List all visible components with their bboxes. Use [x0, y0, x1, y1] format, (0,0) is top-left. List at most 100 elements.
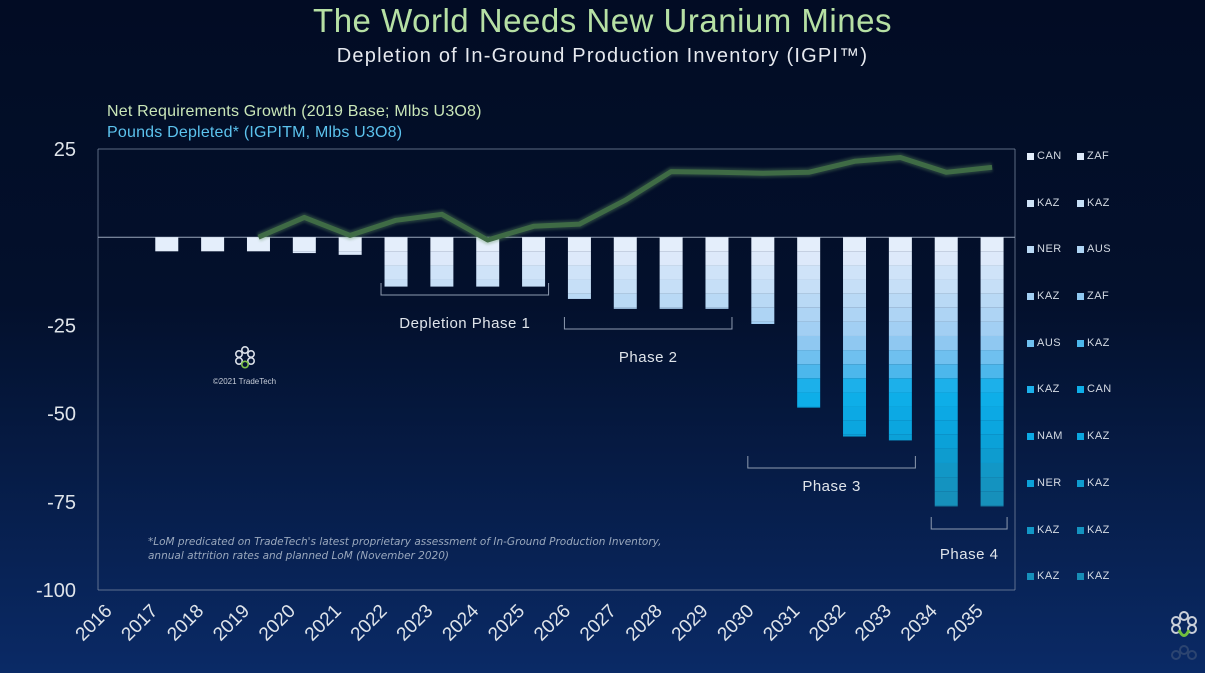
bar-2033: [888, 237, 912, 441]
legend-label: ZAF: [1087, 290, 1110, 303]
bar-segment: [797, 307, 821, 322]
legend-line-series: Net Requirements Growth (2019 Base; Mlbs…: [107, 103, 482, 120]
bar-2035: [980, 237, 1004, 507]
bar-segment: [797, 321, 821, 336]
x-tick-label: 2022: [347, 601, 392, 646]
bar-segment: [797, 293, 821, 308]
bar-segment: [613, 293, 637, 308]
phase-bracket: [747, 456, 916, 469]
tradetech-corner-logo-icon: [1171, 611, 1197, 660]
bar-segment: [659, 237, 683, 252]
y-tick-label: -100: [36, 580, 76, 602]
y-tick-label: 25: [54, 139, 76, 161]
legend-label: NAM: [1037, 430, 1063, 443]
bar-segment: [934, 307, 958, 322]
legend-label: AUS: [1087, 243, 1112, 256]
x-tick-label: 2029: [668, 601, 713, 646]
legend-label: KAZ: [1087, 523, 1110, 536]
legend-label: NER: [1037, 476, 1062, 489]
bar-segment: [888, 251, 912, 266]
legend-item: NER: [1027, 243, 1077, 290]
legend-label: KAZ: [1037, 196, 1060, 209]
bar-segment: [751, 321, 775, 324]
x-tick-label: 2018: [163, 601, 208, 646]
bar-segment: [201, 237, 225, 252]
legend-row: NAM KAZ: [1027, 430, 1167, 477]
bar-segment: [705, 307, 729, 309]
legend-swatch: [1027, 573, 1034, 581]
legend-swatch: [1027, 199, 1034, 207]
net-requirements-line: [257, 155, 993, 243]
bar-segment: [430, 251, 454, 266]
phase-bracket: [563, 317, 733, 330]
bar-2027: [613, 237, 637, 309]
bar-segment: [934, 321, 958, 336]
bar-segment: [934, 251, 958, 266]
bar-segment: [888, 265, 912, 280]
bar-segment: [980, 307, 1004, 322]
x-tick-label: 2030: [714, 601, 759, 646]
bar-segment: [888, 307, 912, 322]
legend-label: KAZ: [1087, 430, 1110, 443]
legend-label: KAZ: [1087, 336, 1110, 349]
bar-segment: [430, 279, 454, 287]
legend-item: KAZ: [1027, 290, 1077, 337]
bar-segment: [934, 448, 958, 463]
bar-segment: [246, 237, 270, 252]
bar-segment: [888, 378, 912, 393]
bar-segment: [751, 293, 775, 308]
bar-segment: [934, 335, 958, 351]
legend-label: KAZ: [1037, 523, 1060, 536]
bar-segment: [934, 477, 958, 492]
bar-segment: [430, 265, 454, 280]
legend-item: NAM: [1027, 430, 1077, 477]
bar-segment: [705, 279, 729, 294]
legend-swatch: [1077, 199, 1084, 207]
bar-segment: [888, 237, 912, 252]
bar-segment: [751, 251, 775, 266]
bar-segment: [613, 237, 637, 252]
bar-segment: [751, 265, 775, 280]
bar-segment: [613, 307, 637, 309]
legend-item: CAN: [1077, 383, 1127, 430]
legend-item: KAZ: [1027, 570, 1077, 617]
phase-label: Depletion Phase 1: [399, 315, 530, 332]
bar-segment: [934, 378, 958, 393]
bar-segment: [980, 279, 1004, 294]
bar-segment: [338, 237, 362, 252]
legend-label: KAZ: [1037, 383, 1060, 396]
bar-segment: [476, 265, 500, 280]
bar-segment: [934, 392, 958, 407]
bar-segment: [797, 364, 821, 379]
legend-label: KAZ: [1087, 196, 1110, 209]
chart-title: The World Needs New Uranium Mines: [313, 2, 892, 39]
bar-segment: [292, 237, 316, 252]
x-tick-label: 2020: [255, 601, 300, 646]
x-tick-label: 2032: [805, 601, 850, 646]
bar-2032: [843, 237, 867, 437]
x-tick-label: 2035: [943, 601, 988, 646]
bar-2020: [292, 237, 316, 254]
y-tick-label: -25: [47, 315, 76, 337]
legend-swatch: [1027, 246, 1034, 254]
bar-segment: [843, 321, 867, 336]
bar-segment: [934, 491, 958, 506]
bar-segment: [843, 335, 867, 351]
legend-bar-series: Pounds Depleted* (IGPITM, Mlbs U3O8): [107, 124, 403, 141]
bar-segment: [613, 265, 637, 280]
legend-swatch: [1027, 339, 1034, 347]
corner-logo: [1168, 610, 1200, 665]
bar-segment: [888, 350, 912, 365]
bar-segment: [384, 237, 408, 252]
bar-segment: [980, 462, 1004, 478]
legend-swatch: [1077, 526, 1084, 534]
bar-segment: [567, 265, 591, 280]
bar-segment: [888, 321, 912, 336]
x-tick-label: 2016: [72, 601, 117, 646]
bar-segment: [843, 364, 867, 379]
legend-row: CAN ZAF: [1027, 150, 1167, 197]
legend-swatch: [1077, 153, 1084, 160]
bar-segment: [934, 279, 958, 294]
legend-item: ZAF: [1077, 150, 1127, 197]
